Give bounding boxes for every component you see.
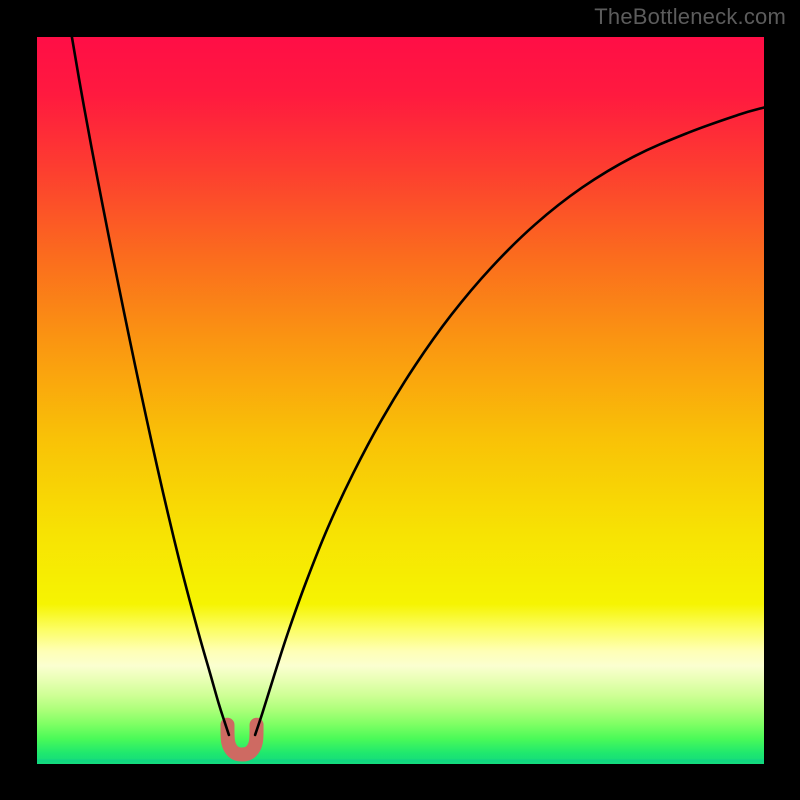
curve-layer bbox=[37, 37, 764, 764]
right-curve bbox=[255, 108, 764, 735]
chart-canvas: TheBottleneck.com bbox=[0, 0, 800, 800]
u-marker bbox=[227, 725, 256, 755]
plot-area bbox=[37, 37, 764, 764]
watermark-text: TheBottleneck.com bbox=[594, 4, 786, 30]
left-curve bbox=[72, 37, 229, 735]
